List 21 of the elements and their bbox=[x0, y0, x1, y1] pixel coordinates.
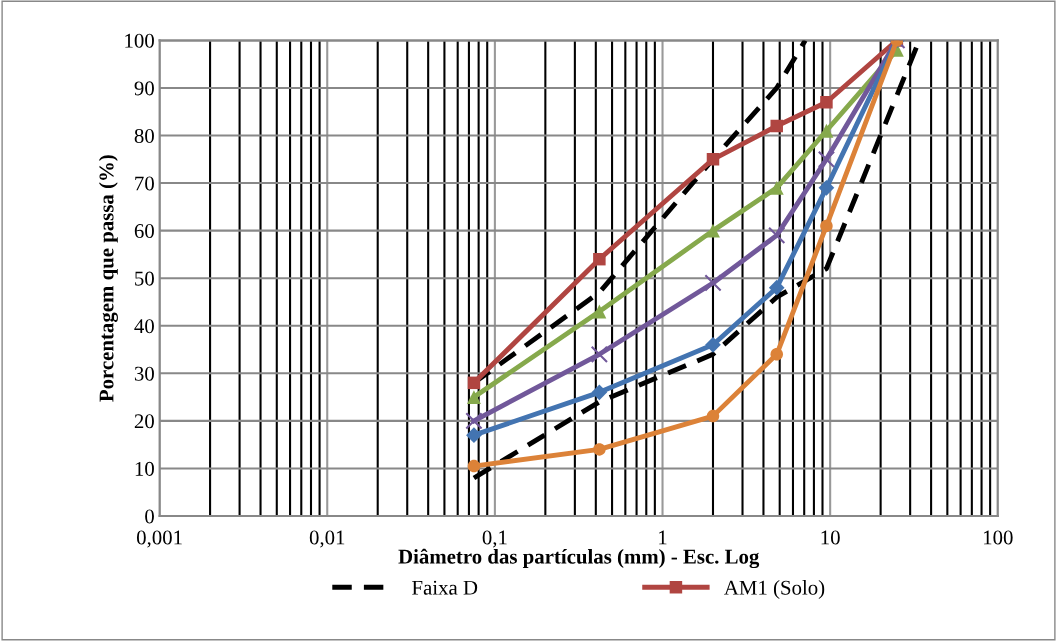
y-tick-label: 50 bbox=[135, 271, 154, 286]
y-tick-label: 90 bbox=[134, 81, 154, 96]
y-tick-label: 100 bbox=[125, 33, 154, 48]
legend-label: AM1 (Solo) bbox=[724, 580, 825, 599]
y-tick-label: 80 bbox=[134, 128, 154, 143]
x-tick-label: 0,01 bbox=[309, 530, 345, 548]
y-tick-label: 60 bbox=[134, 224, 154, 239]
y-tick-label: 70 bbox=[135, 176, 154, 191]
x-tick-label: 0,001 bbox=[136, 530, 182, 548]
y-tick-label: 0 bbox=[145, 509, 154, 524]
x-tick-label: 100 bbox=[984, 530, 1013, 545]
y-tick-label: 30 bbox=[134, 366, 154, 381]
y-tick-label: 40 bbox=[134, 319, 154, 334]
x-tick-label: 10 bbox=[821, 530, 840, 545]
y-tick-label: 10 bbox=[135, 461, 154, 476]
x-tick-label: 1 bbox=[659, 530, 667, 545]
y-axis-title: Porcentagem que passa (%) bbox=[98, 155, 118, 402]
x-tick-label: 0,1 bbox=[482, 530, 507, 548]
x-axis-title: Diâmetro das partículas (mm) - Esc. Log bbox=[398, 548, 760, 569]
y-tick-label: 20 bbox=[134, 414, 154, 429]
legend-label: Faixa D bbox=[412, 580, 478, 595]
